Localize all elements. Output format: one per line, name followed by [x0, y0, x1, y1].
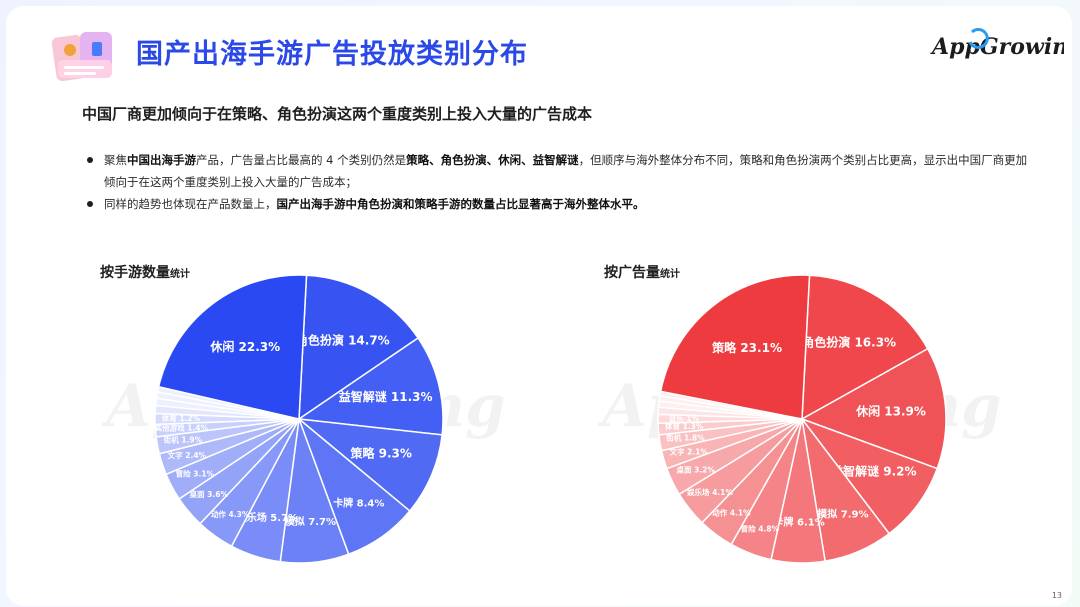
pie-label: 冒险 4.8%	[741, 523, 780, 533]
pie-label: 动作 4.1%	[712, 508, 751, 518]
pie-slice	[298, 274, 420, 421]
pie-label: 模拟 7.7%	[285, 515, 336, 528]
pie-slice	[799, 417, 939, 535]
page-number: 13	[1051, 591, 1062, 600]
chart-title-count-main: 按手游数量	[100, 265, 170, 281]
pie-label: 体育 1.2%	[162, 413, 201, 423]
pie-label: 文字 2.1%	[670, 446, 709, 456]
brand-text: AppGrowing	[930, 34, 1064, 60]
pie-label: 益智解谜 9.2%	[831, 464, 916, 479]
bullet-text: 策略、角色扮演、休闲、益智解谜	[406, 153, 579, 167]
bullet-text: ，但顺序与海外整体分布不同，策略和角色扮演两个类别占比更高，显示出中国厂商更加倾…	[104, 153, 1028, 189]
chart-title-ads-suffix: 统计	[660, 269, 680, 280]
section-subtitle: 中国厂商更加倾向于在策略、角色扮演这两个重度类别上投入大量的广告成本	[82, 105, 593, 123]
pie-label: 街机 1.8%	[665, 432, 705, 442]
pie-slice	[659, 274, 811, 420]
game-controller-icon	[51, 32, 112, 82]
pie-label: 动作 4.3%	[211, 509, 250, 519]
bullet-list: 聚焦中国出海手游产品，广告量占比最高的 4 个类别仍然是策略、角色扮演、休闲、益…	[82, 149, 1032, 215]
bullet-text: 产品，广告量占比最高的 4 个类别仍然是	[196, 153, 407, 167]
pie-chart-0: 角色扮演 14.7% 益智解谜 11.3% 策略 9.3% 卡牌 8.4% 模拟 7.7…	[154, 274, 444, 564]
pie-label: 娱乐场 4.1%	[687, 487, 733, 497]
pie-label: 益智解谜 11.3%	[339, 389, 433, 404]
pie-label: 其他游戏 1.4%	[155, 423, 209, 433]
pie-label: 娱乐场 5.7%	[237, 511, 298, 524]
pie-label: 卡牌 8.4%	[333, 497, 384, 510]
bullet-item: 聚焦中国出海手游产品，广告量占比最高的 4 个类别仍然是策略、角色扮演、休闲、益…	[82, 149, 1032, 193]
pie-label: 卡牌 6.1%	[774, 516, 825, 529]
bullet-text: 国产出海手游中角色扮演和策略手游的数量占比显著高于海外整体水平。	[276, 197, 645, 211]
bullet-text: 同样的趋势也体现在产品数量上，	[104, 197, 277, 211]
pie-label: 街机 1.9%	[163, 435, 203, 445]
page-title: 国产出海手游广告投放类别分布	[136, 39, 528, 70]
pie-label: 文字 2.4%	[168, 450, 207, 460]
pie-label: 冒险 3.1%	[176, 469, 215, 479]
slide: 国产出海手游广告投放类别分布 AppGrowing 中国厂商更加倾向于在策略、角…	[6, 6, 1072, 606]
chart-title-count-suffix: 统计	[170, 269, 190, 280]
bullet-text: 聚焦	[104, 153, 127, 167]
pie-label: 桌面 3.6%	[189, 489, 229, 499]
pie-label: 策略 9.3%	[350, 445, 411, 460]
pie-label: 休闲 13.9%	[855, 403, 926, 418]
pie-label: 音乐 1%	[669, 413, 700, 423]
pie-label: 桌面 3.2%	[675, 464, 715, 474]
chart-title-count: 按手游数量统计	[100, 262, 190, 282]
pie-label: 角色扮演 14.7%	[296, 333, 390, 348]
pie-chart-1: 角色扮演 16.3% 休闲 13.9% 益智解谜 9.2% 模拟 7.9%卡牌 6.1…	[657, 274, 947, 564]
bullet-item: 同样的趋势也体现在产品数量上，国产出海手游中角色扮演和策略手游的数量占比显著高于…	[82, 193, 1032, 215]
pie-label: 休闲 22.3%	[209, 339, 280, 354]
pie-slice	[801, 274, 929, 421]
pie-label: 策略 23.1%	[712, 340, 782, 355]
appgrowing-logo: AppGrowing	[930, 27, 1064, 60]
bullet-text: 中国出海手游	[127, 153, 196, 167]
pie-slice	[800, 347, 947, 470]
pie-label: 模拟 7.9%	[817, 507, 868, 520]
pie-slice	[296, 336, 444, 436]
chart-title-ads-main: 按广告量	[604, 265, 660, 281]
pie-charts: AppGrowing角色扮演 14.7%益智解谜 11.3%策略 9.3%卡牌 …	[101, 274, 1002, 564]
chart-title-ads: 按广告量统计	[604, 262, 680, 282]
pie-slice	[157, 274, 308, 420]
pie-slice	[296, 417, 443, 513]
pie-label: 角色扮演 16.3%	[802, 335, 896, 350]
pie-label: 体育 1.3%	[665, 421, 704, 431]
